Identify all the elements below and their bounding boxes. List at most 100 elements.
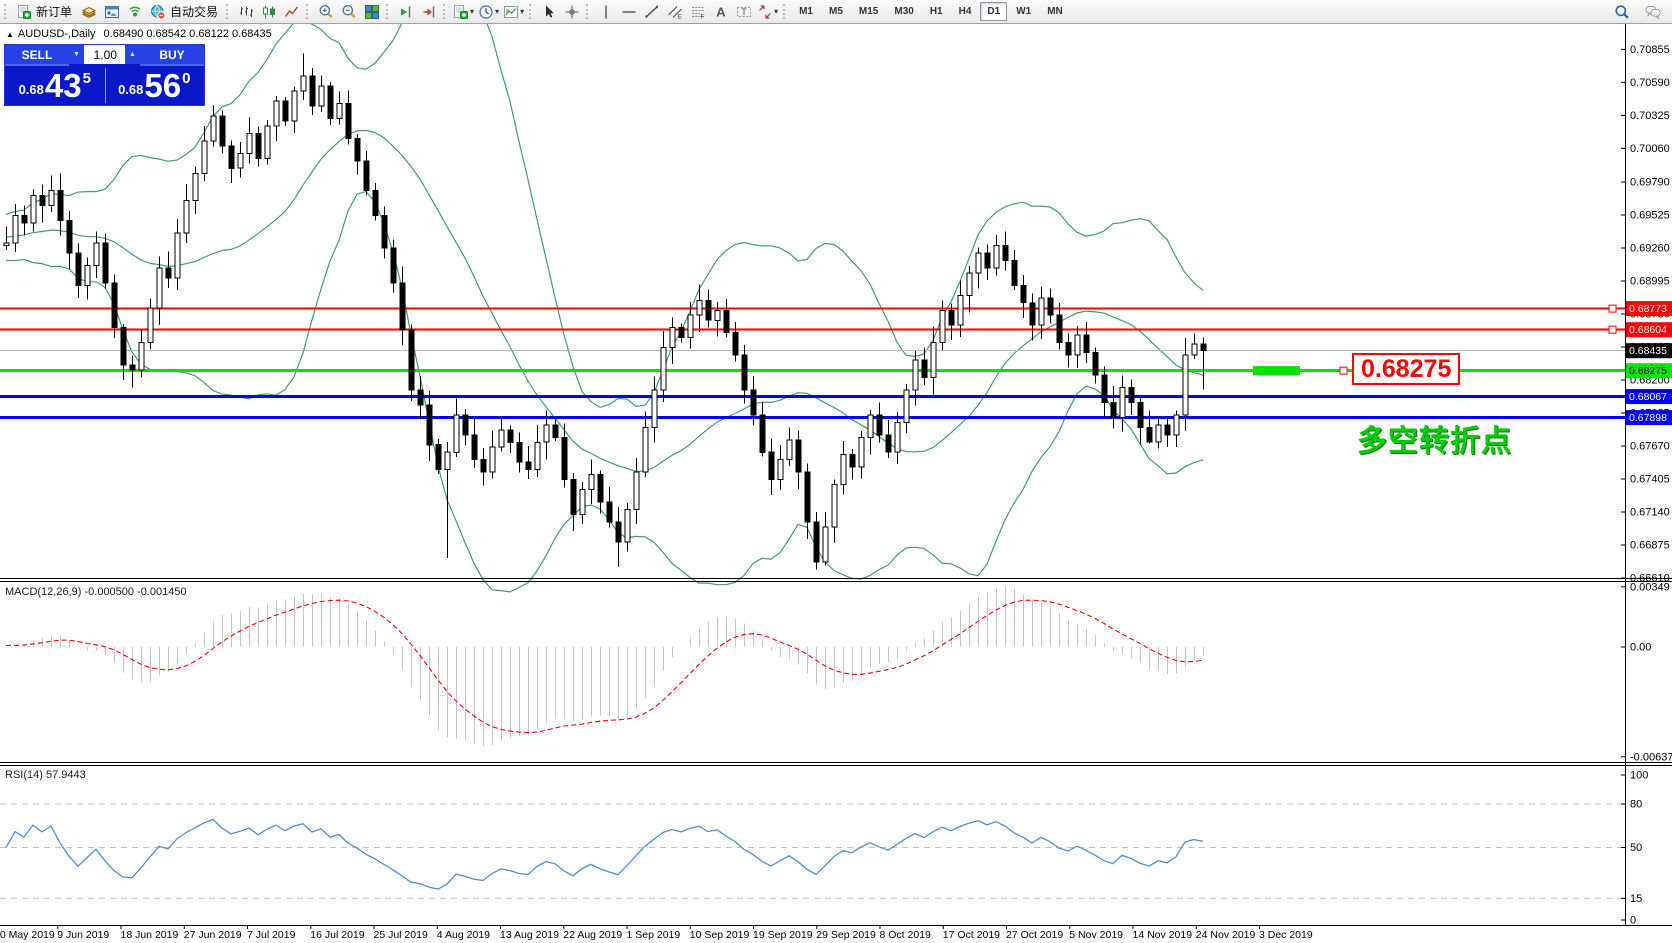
equidistant-channel-icon[interactable]: E: [663, 1, 686, 22]
arrows-icon[interactable]: ▾: [755, 1, 780, 22]
candle-body: [714, 309, 721, 321]
candle-body: [129, 364, 136, 371]
price-tick-label: 0.67405: [1630, 474, 1670, 486]
timeframe-h4[interactable]: H4: [958, 6, 972, 17]
date-label: 27 Oct 2019: [1006, 929, 1063, 941]
cursor-icon[interactable]: [537, 1, 560, 22]
tile-windows-icon[interactable]: [360, 1, 383, 22]
price-tag-label: 0.68067: [1629, 391, 1667, 403]
fibonacci-icon[interactable]: F: [686, 1, 709, 22]
bar-chart-icon[interactable]: [234, 1, 257, 22]
candle-body: [876, 414, 883, 436]
buy-price[interactable]: 0.68 56 0: [105, 66, 205, 105]
svg-text:A: A: [716, 4, 726, 19]
dropdown-caret-icon[interactable]: ▾: [470, 7, 475, 16]
dropdown-caret-icon[interactable]: ▾: [495, 7, 500, 16]
scroll-to-end-icon[interactable]: [394, 1, 417, 22]
candle-body: [345, 103, 352, 139]
line-anchor-marker[interactable]: [1339, 366, 1348, 375]
candle-body: [237, 152, 244, 169]
candle-body: [597, 474, 604, 503]
market-watch-icon[interactable]: [77, 1, 100, 22]
candle-body: [516, 441, 523, 463]
candle-body: [246, 132, 253, 154]
auto-scroll-icon[interactable]: [417, 1, 440, 22]
line-chart-icon[interactable]: [280, 1, 303, 22]
zoom-in-icon[interactable]: [314, 1, 337, 22]
sell-price-prefix: 0.68: [18, 82, 44, 97]
price-tick-label: 0.70060: [1630, 143, 1670, 155]
timeframe-w1[interactable]: W1: [1016, 6, 1032, 17]
timeframe-m1[interactable]: M1: [799, 6, 813, 17]
candle-body: [1047, 297, 1054, 316]
candle-body: [903, 389, 910, 423]
candle-body: [651, 389, 658, 428]
candle-body: [1137, 401, 1144, 428]
periods-icon[interactable]: ▾: [476, 1, 501, 22]
terminal-icon[interactable]: [100, 1, 123, 22]
chat-icon[interactable]: [1641, 1, 1664, 22]
zoom-out-icon[interactable]: [337, 1, 360, 22]
text-label-icon[interactable]: T: [732, 1, 755, 22]
price-tag: [1626, 363, 1672, 379]
rsi-tick-label: 50: [1630, 842, 1642, 854]
crosshair-icon[interactable]: [560, 1, 583, 22]
candle-body: [462, 414, 469, 436]
date-label: 7 Jul 2019: [247, 929, 296, 941]
timeframe-mn[interactable]: MN: [1047, 6, 1063, 17]
price-tag-label: 0.68604: [1629, 324, 1667, 336]
timeframe-h1[interactable]: H1: [929, 6, 943, 17]
timeframe-d1[interactable]: D1: [980, 2, 1008, 21]
strategy-tester-icon[interactable]: [123, 1, 146, 22]
candle-body: [1020, 284, 1027, 304]
sell-button[interactable]: SELL: [5, 45, 69, 66]
search-icon[interactable]: [1610, 1, 1633, 22]
horizontal-line-icon[interactable]: [617, 1, 640, 22]
date-label: 27 Jun 2019: [184, 929, 242, 941]
line-anchor-marker[interactable]: [1608, 325, 1617, 334]
volume-down-button[interactable]: ▼: [69, 45, 84, 64]
candle-body: [795, 439, 802, 473]
timeframe-m5[interactable]: M5: [829, 6, 843, 17]
chart-title: ▲ AUDUSD-,Daily 0.68490 0.68542 0.68122 0.…: [6, 28, 272, 40]
volume-input[interactable]: 1.00: [84, 45, 125, 64]
volume-up-button[interactable]: ▲: [125, 45, 140, 64]
candle-body: [570, 479, 577, 516]
text-icon[interactable]: A: [709, 1, 732, 22]
candle-body: [669, 327, 676, 349]
candle-body: [291, 90, 298, 122]
dropdown-caret-icon[interactable]: ▾: [774, 7, 779, 16]
new-order-icon[interactable]: [12, 1, 35, 22]
price-tick-label: 0.67670: [1630, 441, 1670, 453]
price-tick-label: 0.69790: [1630, 177, 1670, 189]
timeframe-m15[interactable]: M15: [858, 6, 879, 17]
timeframe-m30[interactable]: M30: [894, 6, 914, 17]
candle-body: [579, 489, 586, 516]
candle-body: [12, 215, 19, 244]
buy-button[interactable]: BUY: [140, 45, 204, 66]
candle-body: [372, 190, 379, 217]
candle-body: [912, 359, 919, 391]
trendline-icon[interactable]: [640, 1, 663, 22]
date-label: 17 Oct 2019: [943, 929, 1000, 941]
candle-body: [255, 132, 262, 159]
candle-body: [435, 444, 442, 471]
collapse-oneclick-icon[interactable]: ▲: [6, 30, 14, 39]
line-thick-segment[interactable]: [1253, 366, 1300, 376]
indicators-icon[interactable]: ▾: [451, 1, 476, 22]
date-label: 8 Oct 2019: [880, 929, 932, 941]
candle-body: [642, 426, 649, 473]
candlestick-chart-icon[interactable]: [257, 1, 280, 22]
candle-body: [1056, 314, 1063, 344]
candle-body: [1200, 343, 1207, 352]
turning-point-annotation: 多空转折点: [1357, 425, 1512, 458]
line-anchor-marker[interactable]: [1608, 304, 1617, 313]
autotrading-icon[interactable]: [146, 1, 169, 22]
templates-icon[interactable]: ▾: [501, 1, 526, 22]
dropdown-caret-icon[interactable]: ▾: [520, 7, 525, 16]
sell-price[interactable]: 0.68 43 5: [5, 66, 105, 105]
candle-body: [498, 429, 505, 448]
candle-body: [1101, 374, 1108, 403]
vertical-line-icon[interactable]: [594, 1, 617, 22]
price-callout-box[interactable]: 0.68275: [1352, 353, 1461, 385]
